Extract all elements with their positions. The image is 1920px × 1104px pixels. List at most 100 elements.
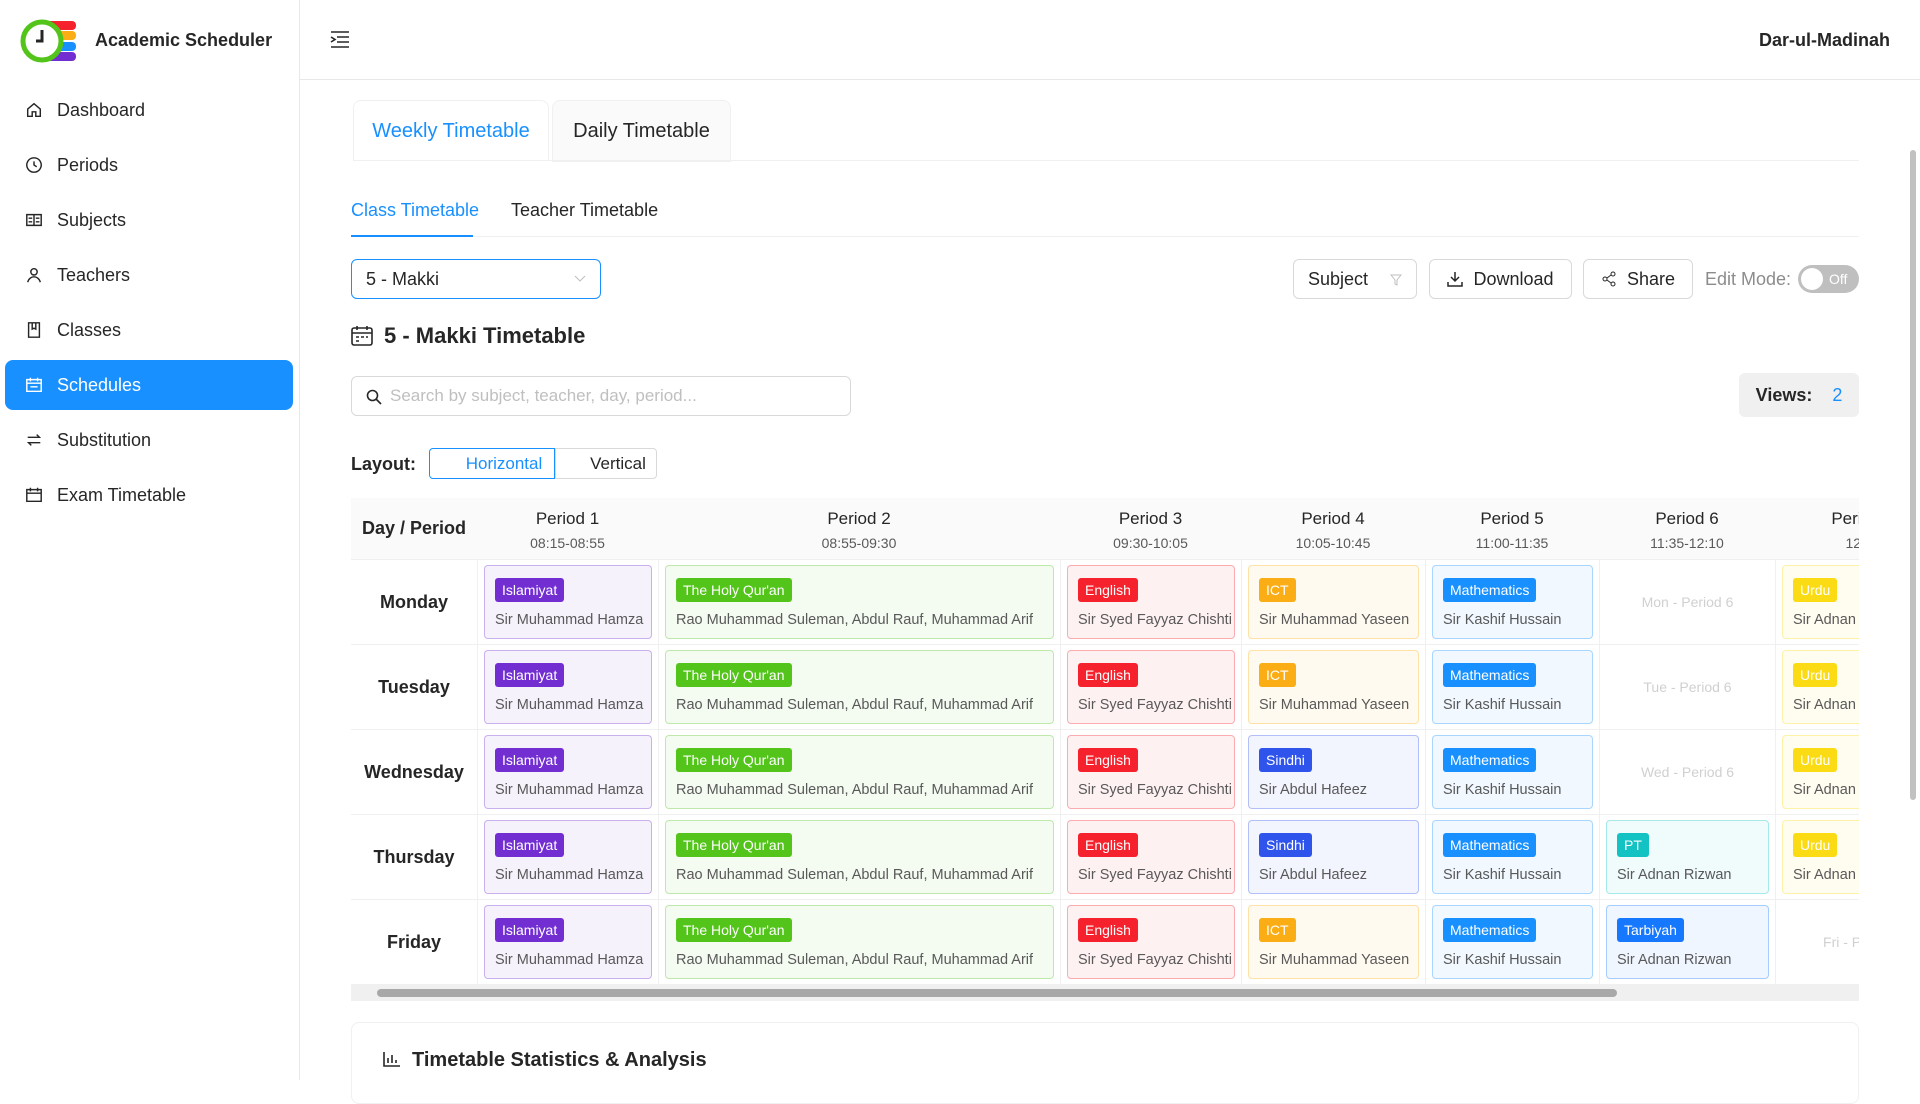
teacher-name: Sir Abdul Hafeez (1259, 782, 1368, 798)
lesson-card[interactable]: Urdu Sir Adnan (1782, 565, 1859, 639)
nav-icon (26, 377, 42, 393)
empty-slot: Wed - Period 6 (1640, 764, 1735, 780)
teacher-name: Sir Syed Fayyaz Chishti (1078, 782, 1232, 798)
lesson-card[interactable]: Urdu Sir Adnan (1782, 820, 1859, 894)
nav-icon (26, 434, 42, 446)
nav-item[interactable]: Periods (5, 140, 293, 190)
lesson-card[interactable]: English Sir Syed Fayyaz Chishti (1067, 905, 1235, 979)
lesson-card[interactable]: English Sir Syed Fayyaz Chishti (1067, 650, 1235, 724)
teacher-name: Rao Muhammad Suleman, Abdul Rauf, Muhamm… (676, 782, 1034, 798)
nav-item[interactable]: Exam Timetable (5, 470, 293, 520)
slot: The Holy Qur'an Rao Muhammad Suleman, Abd… (658, 899, 1060, 984)
teacher-name: Sir Muhammad Hamza (495, 697, 644, 713)
teacher-name: Sir Adnan (1793, 612, 1856, 628)
lesson-card[interactable]: PT Sir Adnan Rizwan (1606, 820, 1769, 894)
subtab[interactable]: Class Timetable (351, 200, 480, 220)
subject-filter[interactable]: Subject (1293, 259, 1417, 299)
lesson-card[interactable]: English Sir Syed Fayyaz Chishti (1067, 565, 1235, 639)
period-name: Period 6 (1655, 509, 1719, 528)
nav-item[interactable]: Subjects (5, 195, 293, 245)
lesson-card[interactable]: Mathematics Sir Kashif Hussain (1432, 650, 1593, 724)
lesson-card[interactable]: Mathematics Sir Kashif Hussain (1432, 735, 1593, 809)
edit-toggle[interactable]: Off (1798, 265, 1859, 293)
lesson-card[interactable]: Sindhi Sir Abdul Hafeez (1248, 735, 1419, 809)
lesson-card[interactable]: The Holy Qur'an Rao Muhammad Suleman, Abd… (665, 820, 1054, 894)
h-scroll-track[interactable] (351, 984, 1859, 1001)
lesson-card[interactable]: Mathematics Sir Kashif Hussain (1432, 820, 1593, 894)
subject-tag: The Holy Qur'an (676, 663, 792, 687)
class-select[interactable]: 5 - Makki (351, 259, 601, 299)
teacher-name: Sir Muhammad Hamza (495, 867, 644, 883)
subtab[interactable]: Teacher Timetable (511, 200, 659, 220)
period-time: 10:05-10:45 (1295, 535, 1371, 551)
subject-tag: Mathematics (1443, 578, 1537, 602)
teacher-name: Sir Syed Fayyaz Chishti (1078, 867, 1232, 883)
lesson-card[interactable]: Islamiyat Sir Muhammad Hamza (484, 650, 652, 724)
menu-toggle[interactable] (330, 30, 350, 48)
calendar-icon (351, 326, 373, 346)
lesson-card[interactable]: Tarbiyah Sir Adnan Rizwan (1606, 905, 1769, 979)
lesson-card[interactable]: Urdu Sir Adnan (1782, 735, 1859, 809)
layout-option[interactable]: Horizontal (429, 448, 555, 479)
subject-tag: Tarbiyah (1617, 918, 1684, 942)
h-scroll-thumb[interactable] (377, 989, 1617, 997)
timetable-grid: Day / Period Period 1 08:15-08:55 Period 2 0… (351, 498, 1859, 984)
slot: Sindhi Sir Abdul Hafeez (1241, 814, 1425, 899)
nav-icon (26, 213, 42, 227)
lesson-card[interactable]: The Holy Qur'an Rao Muhammad Suleman, Abd… (665, 650, 1054, 724)
lesson-card[interactable]: The Holy Qur'an Rao Muhammad Suleman, Abd… (665, 735, 1054, 809)
page-scrollbar[interactable] (1910, 150, 1916, 800)
empty-slot: Mon - Period 6 (1641, 594, 1734, 610)
lesson-card[interactable]: Urdu Sir Adnan (1782, 650, 1859, 724)
subject-tag: Mathematics (1443, 748, 1537, 772)
slot: English Sir Syed Fayyaz Chishti (1060, 899, 1241, 984)
download-icon (1447, 272, 1464, 287)
lesson-card[interactable]: The Holy Qur'an Rao Muhammad Suleman, Abd… (665, 565, 1054, 639)
teacher-name: Sir Kashif Hussain (1443, 612, 1562, 628)
lesson-card[interactable]: English Sir Syed Fayyaz Chishti (1067, 735, 1235, 809)
lesson-card[interactable]: Islamiyat Sir Muhammad Hamza (484, 735, 652, 809)
lesson-card[interactable]: English Sir Syed Fayyaz Chishti (1067, 820, 1235, 894)
subject-tag: Urdu (1793, 833, 1838, 857)
download-button[interactable]: Download (1429, 259, 1572, 299)
subject-tag: English (1078, 918, 1138, 942)
nav-item[interactable]: Substitution (5, 415, 293, 465)
teacher-name: Sir Adnan Rizwan (1617, 952, 1732, 968)
search-input[interactable]: Search by subject, teacher, day, period.… (351, 376, 851, 416)
lesson-card[interactable]: Islamiyat Sir Muhammad Hamza (484, 820, 652, 894)
teacher-name: Sir Muhammad Hamza (495, 612, 644, 628)
nav-label: Teachers (57, 264, 131, 285)
day-label: Tuesday (351, 644, 477, 730)
lesson-card[interactable]: ICT Sir Muhammad Yaseen (1248, 565, 1419, 639)
nav-label: Dashboard (57, 99, 146, 120)
lesson-card[interactable]: ICT Sir Muhammad Yaseen (1248, 905, 1419, 979)
layout-option[interactable]: Vertical (555, 448, 657, 479)
slot: Wed - Period 6 (1599, 729, 1775, 814)
lesson-card[interactable]: The Holy Qur'an Rao Muhammad Suleman, Abd… (665, 905, 1054, 979)
teacher-name: Sir Adnan (1793, 867, 1856, 883)
lesson-card[interactable]: Islamiyat Sir Muhammad Hamza (484, 905, 652, 979)
tab[interactable]: Weekly Timetable (353, 100, 549, 161)
lesson-card[interactable]: ICT Sir Muhammad Yaseen (1248, 650, 1419, 724)
tab[interactable]: Daily Timetable (552, 100, 731, 162)
slot: Fri - Period 7 (1775, 899, 1859, 984)
nav-item[interactable]: Teachers (5, 250, 293, 300)
slot: Urdu Sir Adnan (1775, 559, 1859, 644)
day-label: Wednesday (351, 729, 477, 815)
lesson-card[interactable]: Mathematics Sir Kashif Hussain (1432, 905, 1593, 979)
teacher-name: Rao Muhammad Suleman, Abdul Rauf, Muhamm… (676, 952, 1034, 968)
day-label: Thursday (351, 814, 477, 900)
nav-item[interactable]: Dashboard (5, 85, 293, 135)
nav-item[interactable]: Schedules (5, 360, 293, 410)
lesson-card[interactable]: Mathematics Sir Kashif Hussain (1432, 565, 1593, 639)
lesson-card[interactable]: Islamiyat Sir Muhammad Hamza (484, 565, 652, 639)
page: Academic Scheduler Dashboard Periods Subje… (5, 0, 1920, 1104)
teacher-name: Sir Muhammad Yaseen (1259, 612, 1410, 628)
subtab-ink (351, 235, 473, 237)
share-icon (1602, 271, 1616, 287)
nav-item[interactable]: Classes (5, 305, 293, 355)
subject-tag: Islamiyat (495, 833, 565, 857)
nav-icon (26, 102, 42, 118)
lesson-card[interactable]: Sindhi Sir Abdul Hafeez (1248, 820, 1419, 894)
share-button[interactable]: Share (1583, 259, 1693, 299)
